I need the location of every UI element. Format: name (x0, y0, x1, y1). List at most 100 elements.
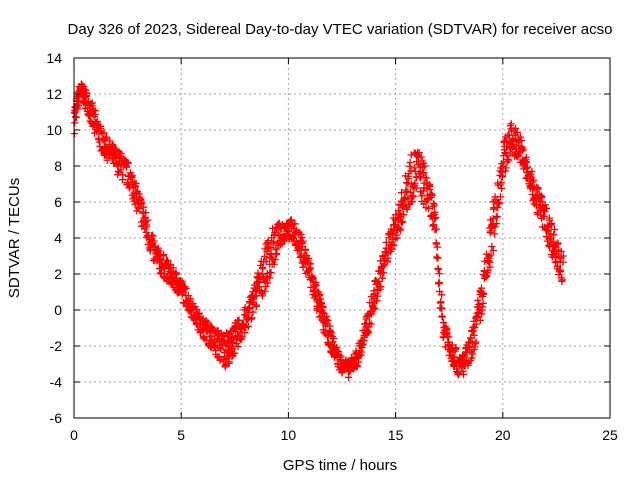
data-point (235, 316, 243, 324)
data-point (148, 231, 157, 239)
data-point (402, 179, 411, 187)
data-point (270, 260, 278, 268)
data-point (542, 204, 551, 212)
data-point (74, 101, 83, 110)
grid-layer (74, 58, 610, 418)
data-point (459, 370, 468, 379)
data-point (529, 176, 538, 184)
data-point (353, 362, 361, 371)
data-point (254, 269, 262, 277)
data-point (298, 233, 306, 242)
data-point (230, 349, 239, 357)
data-point (241, 328, 249, 337)
y-tick-label: 4 (54, 230, 62, 246)
data-point (248, 314, 256, 322)
x-tick-label: 5 (177, 427, 185, 443)
data-point (429, 222, 437, 230)
data-point (558, 277, 566, 286)
data-point (472, 320, 480, 328)
data-point (377, 283, 385, 291)
data-point (477, 284, 486, 292)
data-point (194, 310, 203, 319)
data-point (301, 246, 310, 254)
data-point (502, 164, 510, 172)
data-point (100, 129, 108, 137)
data-point (139, 203, 148, 211)
data-point (378, 274, 387, 282)
y-tick-label: -2 (50, 338, 63, 354)
data-point (435, 279, 443, 287)
data-point (470, 331, 478, 340)
data-point (117, 150, 125, 158)
data-point (249, 308, 257, 316)
y-axis-title: SDTVAR / TECUs (6, 178, 23, 298)
data-point (517, 136, 526, 145)
data-point (519, 145, 527, 153)
data-point (229, 339, 237, 347)
data-point (556, 267, 565, 275)
data-point (131, 183, 139, 191)
data-point (322, 312, 331, 320)
data-point (285, 228, 293, 236)
data-point (266, 274, 274, 282)
data-point (146, 247, 154, 255)
data-point (221, 362, 229, 370)
data-point (132, 189, 141, 197)
data-point (468, 354, 476, 362)
x-tick-label: 10 (281, 427, 297, 443)
data-point (382, 238, 390, 247)
data-point (460, 353, 469, 361)
data-point (262, 257, 270, 265)
ticks-layer: 0 5 10 15 20 25 -6 -4 -2 0 2 4 6 8 10 12 14 (46, 50, 618, 443)
data-point (264, 279, 272, 287)
data-point (513, 152, 521, 161)
data-point (368, 310, 376, 318)
data-point (538, 193, 546, 202)
data-point (396, 226, 405, 234)
data-point (478, 303, 487, 311)
data-point (430, 210, 439, 219)
data-point (550, 231, 558, 239)
data-point (305, 265, 314, 273)
data-point (497, 178, 505, 187)
data-point (142, 223, 151, 231)
data-point (375, 277, 383, 286)
data-point (161, 269, 169, 278)
data-point (103, 156, 111, 164)
data-point (316, 290, 324, 298)
data-point (264, 239, 272, 247)
data-point (505, 156, 513, 164)
data-point (333, 343, 341, 352)
data-point (223, 351, 231, 359)
data-point (443, 328, 451, 337)
data-point (307, 260, 315, 268)
data-point (421, 162, 429, 170)
data-point (411, 179, 419, 187)
data-point (430, 201, 438, 209)
data-point (159, 251, 168, 259)
data-point (559, 258, 567, 266)
data-point (271, 228, 279, 237)
data-point (267, 269, 275, 277)
data-point (490, 230, 499, 238)
data-point (317, 299, 326, 307)
data-point (416, 188, 425, 196)
data-point (528, 167, 536, 176)
data-point (534, 185, 542, 193)
data-point (425, 180, 434, 188)
data-point (412, 184, 420, 192)
data-point (493, 212, 501, 221)
data-point (299, 263, 307, 271)
data-point (272, 251, 280, 259)
data-point (424, 205, 433, 213)
data-point (364, 329, 373, 337)
data-point (324, 316, 332, 324)
data-points-layer (70, 80, 567, 381)
data-point (312, 292, 320, 300)
data-point (373, 296, 381, 305)
data-point (473, 313, 481, 321)
y-tick-label: 14 (46, 50, 62, 66)
data-point (432, 239, 440, 247)
